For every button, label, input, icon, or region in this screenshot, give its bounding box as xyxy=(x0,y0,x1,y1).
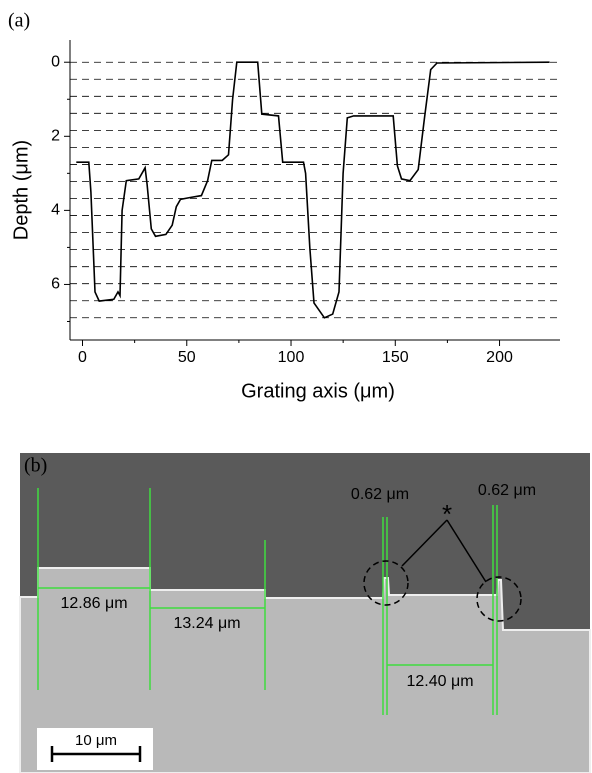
panel-b: * (b) 12.86 μm 13.24 μm 12.40 μm 0.62 μm… xyxy=(19,453,591,773)
y-tick-label: 2 xyxy=(51,128,60,145)
step-label: 0.62 μm xyxy=(478,482,536,499)
y-axis-label: Depth (μm) xyxy=(10,140,32,240)
x-axis-label: Grating axis (μm) xyxy=(241,380,395,402)
width-label: 13.24 μm xyxy=(173,615,240,632)
y-tick-label: 0 xyxy=(51,53,60,70)
x-tick-label: 200 xyxy=(486,349,513,366)
panel-a: (a) Grating axis (μm) Depth (μm) xyxy=(8,10,395,403)
panel-label: (a) xyxy=(8,10,30,32)
x-tick-label: 0 xyxy=(78,349,87,366)
pointer xyxy=(446,519,487,583)
width-label: 12.86 μm xyxy=(60,595,127,612)
x-tick-label: 50 xyxy=(178,349,196,366)
x-tick-label: 150 xyxy=(382,349,409,366)
profile-line xyxy=(76,61,550,319)
highlight-circle xyxy=(363,560,409,606)
x-tick-label: 100 xyxy=(278,349,305,366)
width-label: 12.40 μm xyxy=(406,673,473,690)
pointer xyxy=(401,519,448,567)
y-tick-label: 6 xyxy=(51,276,60,293)
scale-box xyxy=(37,728,153,770)
step-label: 0.62 μm xyxy=(351,486,409,503)
scale-label: 10 μm xyxy=(75,732,117,749)
y-tick-label: 4 xyxy=(51,202,60,219)
marker: * xyxy=(442,499,452,529)
panel-label: (b) xyxy=(24,455,47,477)
highlight-circle xyxy=(476,576,522,622)
measure-lines xyxy=(37,488,498,715)
